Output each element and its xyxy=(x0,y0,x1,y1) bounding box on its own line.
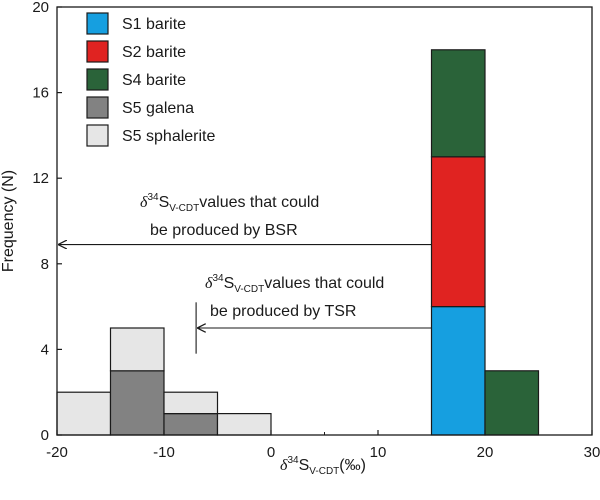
annotation-tsr-sub: V-CDT xyxy=(234,284,264,295)
bar-s4-barite-bin-7 xyxy=(430,49,486,158)
annotation-tsr-line2: be produced by TSR xyxy=(210,303,356,320)
x-tick-label: 30 xyxy=(584,444,600,461)
legend-label: S2 barite xyxy=(122,44,186,61)
bar-s5-sphalerite-bin-3 xyxy=(216,413,272,436)
y-tick-label: 8 xyxy=(41,256,49,273)
x-axis-label-tail: (‰) xyxy=(339,457,366,474)
bar-s5-galena-bin-1 xyxy=(109,370,165,436)
annotation-tsr-sup: 34 xyxy=(212,273,224,284)
bar-s5-sphalerite-bin-0 xyxy=(56,391,112,436)
bar-s4-barite-bin-8 xyxy=(484,370,540,436)
x-tick-label: -10 xyxy=(153,444,175,461)
annotation-tsr-main: S xyxy=(224,275,235,292)
annotation-bsr-sup: 34 xyxy=(147,192,159,203)
legend: S1 barite S2 barite S4 barite S5 galena S5 s… xyxy=(86,12,215,147)
bar-s5-galena-bin-2 xyxy=(163,413,219,436)
y-axis-label: Frequency (N) xyxy=(0,170,17,272)
y-tick-label: 0 xyxy=(41,427,49,444)
legend-swatch-s1-barite xyxy=(86,12,109,35)
bar-s5-sphalerite-bin-1 xyxy=(109,327,165,372)
legend-swatch-s4-barite xyxy=(86,68,109,91)
x-tick-label: 0 xyxy=(267,444,275,461)
annotation-tsr-line1: δ34SV-CDTvalues that could xyxy=(205,273,384,295)
x-axis-label-sup: 34 xyxy=(287,455,299,466)
bar-s5-sphalerite-bin-2 xyxy=(163,391,219,415)
annotation-bsr-text1: values that could xyxy=(199,194,319,211)
legend-swatch-s5-galena xyxy=(86,96,109,119)
annotation-bsr-delta: δ xyxy=(140,194,148,211)
y-axis-ticks: 0 4 8 12 16 20 xyxy=(32,0,62,444)
annotation-bsr-sub: V-CDT xyxy=(169,203,199,214)
annotation-tsr: δ34SV-CDTvalues that could be produced b… xyxy=(195,273,432,354)
x-tick-label: 20 xyxy=(477,444,494,461)
y-tick-label: 20 xyxy=(32,0,49,16)
legend-label: S4 barite xyxy=(122,72,186,89)
x-axis-label-delta: δ xyxy=(280,457,288,474)
annotation-bsr-line2: be produced by BSR xyxy=(150,222,298,239)
y-tick-label: 4 xyxy=(41,341,49,358)
x-tick-label: -20 xyxy=(46,444,68,461)
annotation-bsr-line1: δ34SV-CDTvalues that could xyxy=(140,192,319,214)
legend-label: S5 galena xyxy=(122,100,194,117)
x-axis-label: δ34SV-CDT(‰) xyxy=(280,455,366,477)
annotation-tsr-text1: values that could xyxy=(264,275,384,292)
legend-swatch-s5-sphalerite xyxy=(86,124,109,147)
legend-label: S5 sphalerite xyxy=(122,128,215,145)
bar-s2-barite-bin-7 xyxy=(430,156,486,308)
x-axis-label-main: S xyxy=(299,457,310,474)
x-tick-label: 10 xyxy=(370,444,387,461)
x-axis-label-sub: V-CDT xyxy=(309,466,339,477)
bar-s1-barite-bin-7 xyxy=(430,306,486,436)
y-tick-label: 16 xyxy=(32,85,49,102)
legend-label: S1 barite xyxy=(122,16,186,33)
annotation-bsr: δ34SV-CDTvalues that could be produced b… xyxy=(58,192,432,245)
annotation-bsr-main: S xyxy=(159,194,170,211)
legend-swatch-s2-barite xyxy=(86,40,109,63)
annotation-tsr-delta: δ xyxy=(205,275,213,292)
x-axis-ticks: -20 -10 0 10 20 30 xyxy=(46,430,600,461)
bars-layer xyxy=(56,49,540,436)
y-tick-label: 12 xyxy=(32,170,49,187)
